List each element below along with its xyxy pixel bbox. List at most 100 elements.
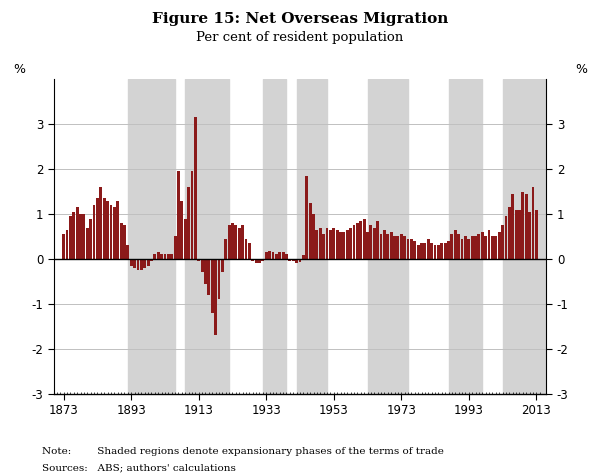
Bar — [170, 255, 173, 259]
Bar — [275, 254, 278, 259]
Bar — [368, 79, 408, 394]
Bar — [241, 225, 244, 259]
Bar — [181, 200, 183, 259]
Bar — [366, 232, 369, 259]
Bar — [521, 191, 524, 259]
Bar — [376, 221, 379, 259]
Bar — [128, 79, 175, 394]
Bar — [227, 225, 230, 259]
Bar — [403, 237, 406, 259]
Bar — [316, 230, 319, 259]
Bar — [119, 223, 122, 259]
Bar — [532, 187, 535, 259]
Bar — [245, 239, 247, 259]
Bar — [393, 237, 396, 259]
Bar — [484, 237, 487, 259]
Bar — [200, 259, 203, 273]
Bar — [254, 259, 257, 264]
Bar — [528, 212, 531, 259]
Bar — [204, 259, 207, 284]
Bar — [224, 239, 227, 259]
Bar — [420, 243, 423, 259]
Bar — [146, 259, 149, 266]
Bar — [491, 237, 494, 259]
Bar — [413, 241, 416, 259]
Bar — [410, 239, 413, 259]
Bar — [503, 79, 547, 394]
Bar — [457, 234, 460, 259]
Bar — [258, 259, 261, 263]
Bar — [440, 243, 443, 259]
Bar — [356, 223, 359, 259]
Bar — [265, 252, 268, 259]
Bar — [62, 234, 65, 259]
Bar — [386, 234, 389, 259]
Bar — [488, 230, 490, 259]
Bar — [437, 246, 440, 259]
Bar — [86, 228, 89, 259]
Bar — [110, 205, 112, 259]
Bar — [451, 234, 454, 259]
Bar — [268, 251, 271, 259]
Bar — [96, 198, 99, 259]
Bar — [518, 209, 521, 259]
Bar — [501, 225, 504, 259]
Bar — [263, 79, 286, 394]
Bar — [498, 232, 500, 259]
Bar — [515, 209, 518, 259]
Bar — [349, 228, 352, 259]
Bar — [65, 230, 68, 259]
Bar — [100, 187, 102, 259]
Bar — [407, 239, 409, 259]
Bar — [434, 246, 436, 259]
Bar — [106, 200, 109, 259]
Text: Figure 15: Net Overseas Migration: Figure 15: Net Overseas Migration — [152, 12, 448, 26]
Bar — [373, 228, 376, 259]
Bar — [130, 259, 133, 266]
Bar — [339, 232, 342, 259]
Bar — [319, 228, 322, 259]
Bar — [278, 252, 281, 259]
Bar — [353, 225, 355, 259]
Bar — [116, 200, 119, 259]
Bar — [474, 237, 477, 259]
Bar — [173, 237, 176, 259]
Bar — [296, 79, 327, 394]
Bar — [397, 237, 400, 259]
Bar — [430, 243, 433, 259]
Bar — [82, 214, 85, 259]
Bar — [197, 259, 200, 261]
Bar — [187, 187, 190, 259]
Bar — [444, 243, 446, 259]
Bar — [449, 79, 482, 394]
Bar — [262, 259, 264, 261]
Bar — [73, 212, 75, 259]
Bar — [481, 232, 484, 259]
Bar — [79, 214, 82, 259]
Bar — [137, 259, 139, 270]
Bar — [191, 171, 193, 259]
Text: Per cent of resident population: Per cent of resident population — [196, 31, 404, 44]
Bar — [535, 209, 538, 259]
Bar — [235, 225, 237, 259]
Bar — [461, 239, 463, 259]
Bar — [478, 234, 481, 259]
Bar — [380, 234, 382, 259]
Bar — [167, 255, 170, 259]
Bar — [113, 207, 116, 259]
Bar — [505, 216, 508, 259]
Text: Sources:   ABS; authors' calculations: Sources: ABS; authors' calculations — [42, 463, 236, 472]
Bar — [417, 246, 419, 259]
Bar — [289, 259, 292, 261]
Bar — [400, 234, 403, 259]
Bar — [359, 221, 362, 259]
Bar — [305, 176, 308, 259]
Bar — [231, 223, 234, 259]
Bar — [251, 259, 254, 261]
Bar — [281, 252, 284, 259]
Bar — [164, 255, 166, 259]
Bar — [447, 241, 450, 259]
Bar — [346, 230, 349, 259]
Bar — [308, 203, 311, 259]
Bar — [194, 117, 197, 259]
